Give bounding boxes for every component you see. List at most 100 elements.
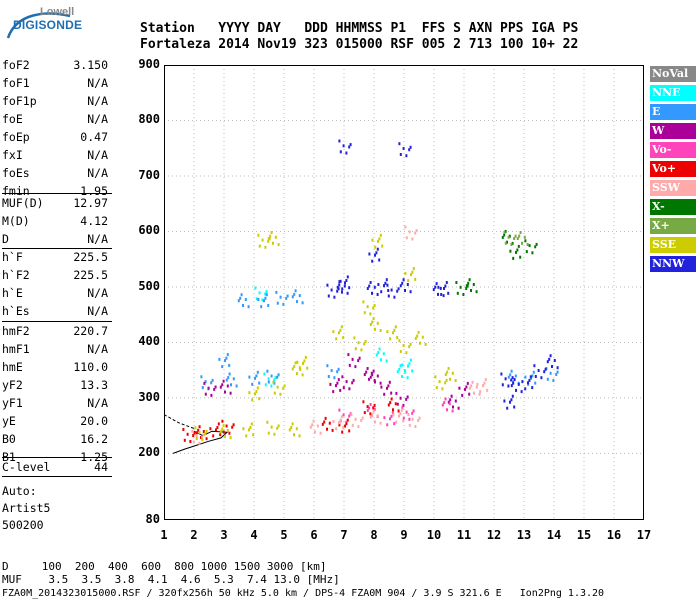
echo-point xyxy=(471,380,474,384)
echo-point xyxy=(340,325,343,329)
echo-point xyxy=(202,433,205,437)
echo-point xyxy=(221,427,224,431)
echo-point xyxy=(342,386,345,390)
echo-point xyxy=(387,289,390,292)
echo-point xyxy=(309,425,312,429)
echo-point xyxy=(363,373,366,376)
echo-point xyxy=(411,237,414,241)
echo-point xyxy=(273,432,276,436)
echo-point xyxy=(337,367,340,371)
echo-point xyxy=(451,409,454,413)
echo-point xyxy=(376,293,379,296)
echo-point xyxy=(335,384,337,388)
y-tick-label: 300 xyxy=(138,389,160,404)
param-value: 225.5 xyxy=(73,268,108,282)
echo-point xyxy=(415,229,418,233)
echo-point xyxy=(217,422,220,426)
echo-point xyxy=(272,241,274,245)
echo-point xyxy=(527,381,529,385)
x-tick-label: 4 xyxy=(250,528,258,542)
echo-point xyxy=(361,416,364,420)
param-value: 12.97 xyxy=(73,196,108,210)
echo-point xyxy=(242,427,245,431)
echo-point xyxy=(434,375,437,379)
echo-point xyxy=(204,380,207,384)
param-value: 44 xyxy=(94,460,108,474)
echo-point xyxy=(409,342,412,346)
echo-point xyxy=(417,419,420,422)
echo-point xyxy=(404,225,407,229)
echo-point xyxy=(507,375,510,379)
echo-point xyxy=(249,426,252,429)
echo-point xyxy=(375,353,378,357)
echo-point xyxy=(398,339,401,343)
echo-point xyxy=(225,356,228,360)
echo-point xyxy=(531,251,534,255)
echo-point xyxy=(513,405,516,409)
echo-point xyxy=(264,383,267,387)
echo-point xyxy=(192,440,195,444)
echo-point xyxy=(470,289,472,292)
echo-point xyxy=(348,286,351,290)
echo-point xyxy=(373,304,376,307)
echo-point xyxy=(456,291,459,295)
echo-point xyxy=(345,151,348,155)
echo-point xyxy=(407,413,410,416)
echo-point xyxy=(408,345,411,349)
echo-point xyxy=(273,391,276,395)
echo-point xyxy=(468,386,471,390)
echo-point xyxy=(458,386,461,390)
param-row: h`F 225.5 xyxy=(2,250,108,268)
echo-point xyxy=(402,147,405,150)
echo-point xyxy=(254,286,257,290)
echo-point xyxy=(510,384,513,388)
echo-point xyxy=(258,291,261,295)
echo-point xyxy=(338,283,341,287)
echo-point xyxy=(202,430,205,433)
echo-point xyxy=(326,283,329,287)
echo-point xyxy=(189,440,192,443)
echo-point xyxy=(255,390,258,393)
param-value: 0.47 xyxy=(80,130,108,144)
echo-point xyxy=(186,432,189,436)
echo-point xyxy=(454,379,457,382)
echo-point xyxy=(195,437,198,441)
echo-point xyxy=(398,414,400,418)
echo-point xyxy=(529,375,532,379)
echo-point xyxy=(501,235,504,239)
echo-point xyxy=(466,381,469,385)
echo-point xyxy=(371,320,374,324)
echo-point xyxy=(511,394,514,398)
echo-point xyxy=(405,236,408,240)
echo-point xyxy=(380,385,383,389)
y-tick-label: 200 xyxy=(138,445,160,460)
echo-point xyxy=(343,284,346,288)
echo-point xyxy=(409,145,412,149)
param-name: h`F xyxy=(2,250,23,264)
echo-point xyxy=(344,281,346,285)
echo-point xyxy=(443,401,446,405)
echo-point xyxy=(245,434,248,438)
param-name: fxI xyxy=(2,148,23,162)
echo-point xyxy=(552,379,555,382)
echo-point xyxy=(251,398,254,402)
echo-point xyxy=(386,423,389,427)
echo-point xyxy=(205,429,208,433)
echo-point xyxy=(248,375,251,379)
echo-point xyxy=(444,284,447,288)
echo-point xyxy=(282,386,285,390)
echo-point xyxy=(283,384,286,388)
echo-point xyxy=(379,381,382,385)
echo-point xyxy=(342,336,345,340)
echo-point xyxy=(214,385,217,389)
echo-point xyxy=(511,376,514,380)
echo-point xyxy=(224,434,226,438)
echo-point xyxy=(444,373,447,376)
echo-point xyxy=(319,431,322,435)
echo-point xyxy=(323,420,326,424)
param-name: h`E xyxy=(2,286,23,300)
param-name: h`Es xyxy=(2,304,30,318)
echo-point xyxy=(445,378,448,382)
echo-point xyxy=(470,384,473,388)
echo-point xyxy=(247,305,250,309)
